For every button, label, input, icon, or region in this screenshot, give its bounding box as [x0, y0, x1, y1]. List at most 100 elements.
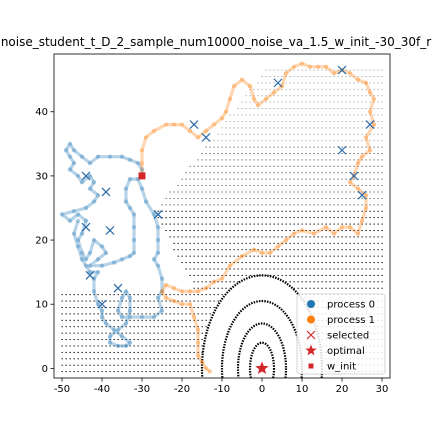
field-dot: [249, 274, 251, 276]
field-dot: [65, 339, 67, 341]
field-dot: [289, 153, 291, 154]
field-dot: [245, 274, 247, 276]
field-dot: [105, 339, 107, 341]
field-dot: [329, 217, 331, 219]
field-dot: [281, 204, 283, 206]
field-dot: [361, 153, 363, 154]
field-dot: [357, 101, 359, 103]
field-dot: [213, 191, 215, 193]
field-dot: [369, 262, 371, 264]
field-dot: [201, 159, 203, 161]
field-dot: [345, 127, 347, 129]
series-point: [95, 269, 101, 275]
field-dot: [213, 204, 215, 206]
field-dot: [313, 165, 315, 167]
series-point: [367, 109, 373, 114]
field-dot: [325, 159, 327, 161]
field-dot: [321, 159, 323, 161]
field-dot: [353, 133, 355, 135]
field-dot: [177, 364, 179, 366]
field-dot: [177, 230, 179, 231]
field-dot: [237, 204, 239, 206]
series-point: [127, 253, 133, 259]
field-dot: [373, 249, 375, 251]
field-dot: [305, 120, 307, 122]
field-dot: [273, 101, 275, 103]
field-dot: [369, 140, 371, 142]
field-dot: [125, 300, 127, 302]
field-dot: [217, 281, 219, 283]
field-dot: [241, 223, 243, 225]
field-dot: [377, 120, 379, 122]
field-dot: [229, 242, 231, 244]
field-dot: [313, 82, 315, 84]
field-dot: [157, 217, 159, 219]
field-dot: [253, 133, 255, 135]
field-dot: [197, 313, 199, 315]
field-dot: [177, 223, 179, 225]
field-dot: [121, 339, 123, 341]
field-dot: [357, 153, 359, 154]
field-dot: [281, 76, 283, 77]
field-dot: [373, 165, 375, 167]
field-dot: [169, 332, 171, 334]
series-point: [367, 90, 373, 95]
field-dot: [365, 204, 367, 206]
field-dot: [337, 172, 339, 174]
field-dot: [221, 249, 223, 251]
field-dot: [345, 153, 347, 154]
field-dot: [89, 319, 91, 321]
field-dot: [289, 242, 291, 244]
field-dot: [241, 191, 243, 193]
field-dot: [233, 223, 235, 225]
field-dot: [193, 255, 195, 257]
field-dot: [137, 319, 139, 321]
field-dot: [329, 281, 331, 283]
field-dot: [225, 255, 227, 257]
field-dot: [177, 197, 179, 199]
field-dot: [137, 307, 139, 308]
field-dot: [125, 319, 127, 321]
field-dot: [169, 326, 171, 328]
field-dot: [197, 262, 199, 264]
field-dot: [361, 262, 363, 264]
field-dot: [245, 242, 247, 244]
field-dot: [333, 262, 335, 264]
field-dot: [285, 281, 287, 283]
field-dot: [373, 153, 375, 154]
field-dot: [145, 294, 147, 296]
field-dot: [241, 159, 243, 161]
series-point: [59, 212, 65, 217]
field-dot: [133, 371, 135, 373]
field-dot: [137, 364, 139, 366]
field-dot: [249, 210, 251, 212]
selected-markers: [81, 65, 375, 309]
field-dot: [157, 339, 159, 341]
field-dot: [341, 197, 343, 199]
field-dot: [129, 339, 131, 341]
field-dot: [325, 255, 327, 257]
field-dot: [249, 230, 251, 231]
field-dot: [325, 172, 327, 174]
field-dot: [381, 185, 383, 187]
field-dot: [261, 236, 263, 238]
field-dot: [297, 281, 299, 283]
field-dot: [321, 101, 323, 103]
field-dot: [289, 281, 291, 283]
field-dot: [185, 294, 187, 296]
field-dot: [169, 204, 171, 206]
field-dot: [165, 332, 167, 334]
field-dot: [373, 178, 375, 180]
legend-box: [296, 293, 386, 375]
field-dot: [321, 268, 323, 270]
field-dot: [333, 101, 335, 103]
field-dot: [321, 255, 323, 257]
field-dot: [317, 101, 319, 103]
field-dot: [205, 294, 207, 296]
field-dot: [121, 371, 123, 373]
field-dot: [233, 255, 235, 257]
field-dot: [205, 223, 207, 225]
field-dot: [273, 133, 275, 135]
field-dot: [373, 236, 375, 238]
field-dot: [117, 358, 119, 360]
